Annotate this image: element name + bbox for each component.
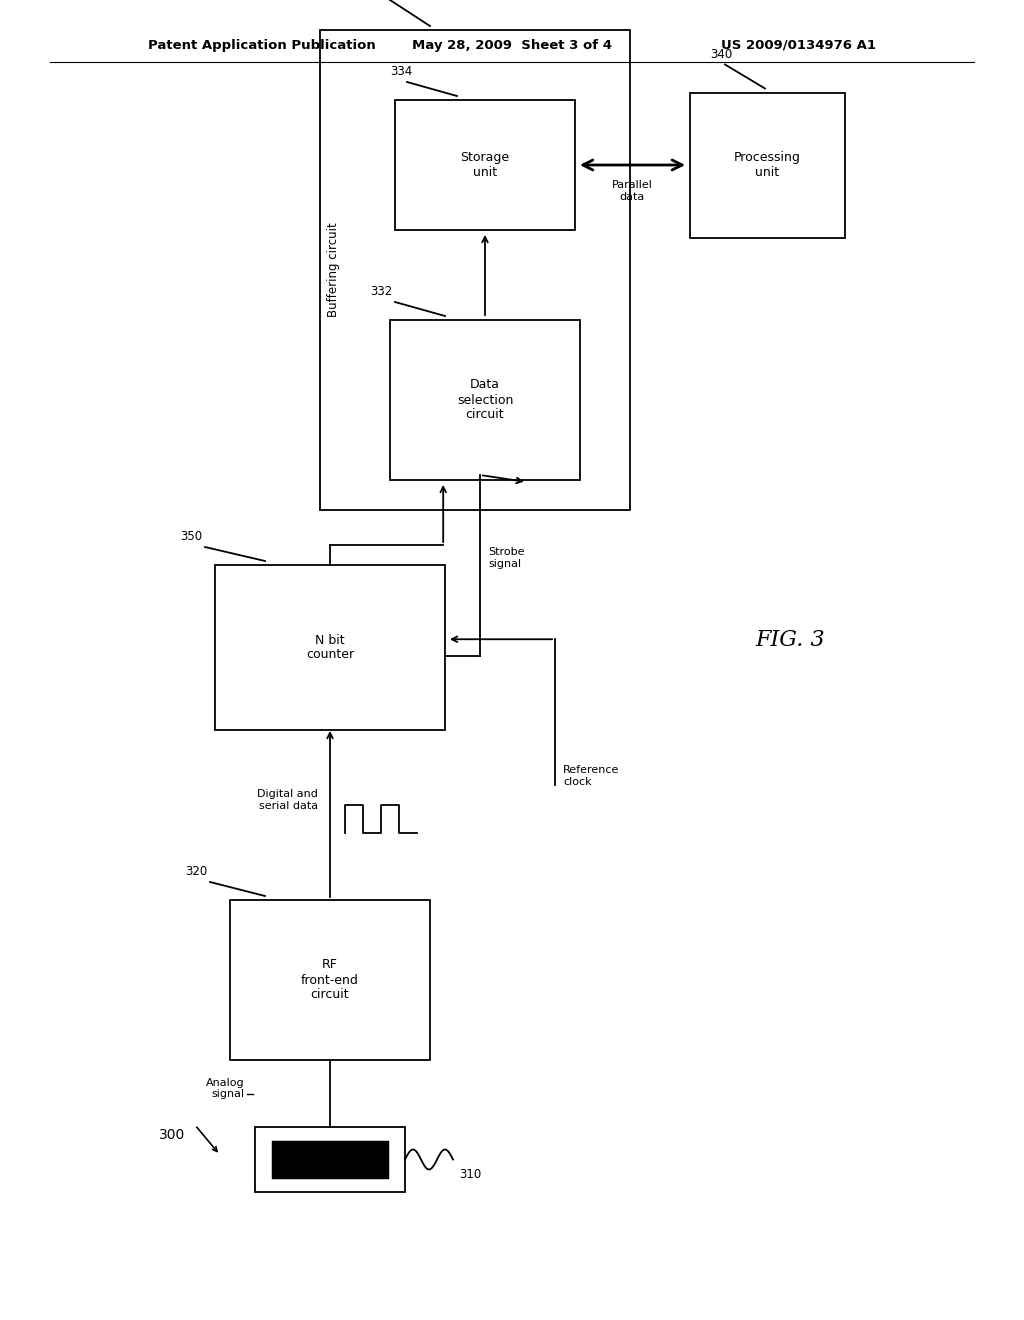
Text: Buffering circuit: Buffering circuit [327,223,340,317]
Bar [230,900,430,1060]
Text: 300: 300 [159,1129,185,1142]
Text: 340: 340 [710,48,732,61]
Text: 350: 350 [180,531,202,543]
Bar [390,319,580,480]
Bar [255,1127,406,1192]
Bar [215,565,445,730]
Text: FIG. 3: FIG. 3 [755,630,824,651]
Bar [690,92,845,238]
Text: May 28, 2009  Sheet 3 of 4: May 28, 2009 Sheet 3 of 4 [412,38,612,51]
Text: N bit
counter: N bit counter [306,634,354,661]
Text: Patent Application Publication: Patent Application Publication [148,38,376,51]
Bar [273,1142,387,1177]
Text: 310: 310 [459,1167,481,1180]
Text: Data
selection
circuit: Data selection circuit [457,379,513,421]
Text: Storage
unit: Storage unit [461,150,510,180]
Text: US 2009/0134976 A1: US 2009/0134976 A1 [721,38,876,51]
Text: Processing
unit: Processing unit [734,150,801,180]
Text: RF
front-end
circuit: RF front-end circuit [301,958,359,1002]
Text: 332: 332 [370,285,392,298]
Text: Reference
clock: Reference clock [563,766,620,787]
Text: Analog
signal: Analog signal [207,1077,245,1100]
Text: 320: 320 [185,865,207,878]
Text: Parallel
data: Parallel data [612,180,653,202]
Text: Strobe
signal: Strobe signal [488,546,524,569]
Bar [395,100,575,230]
Bar [319,30,630,510]
Text: 334: 334 [390,65,413,78]
Text: Digital and
serial data: Digital and serial data [257,789,318,810]
